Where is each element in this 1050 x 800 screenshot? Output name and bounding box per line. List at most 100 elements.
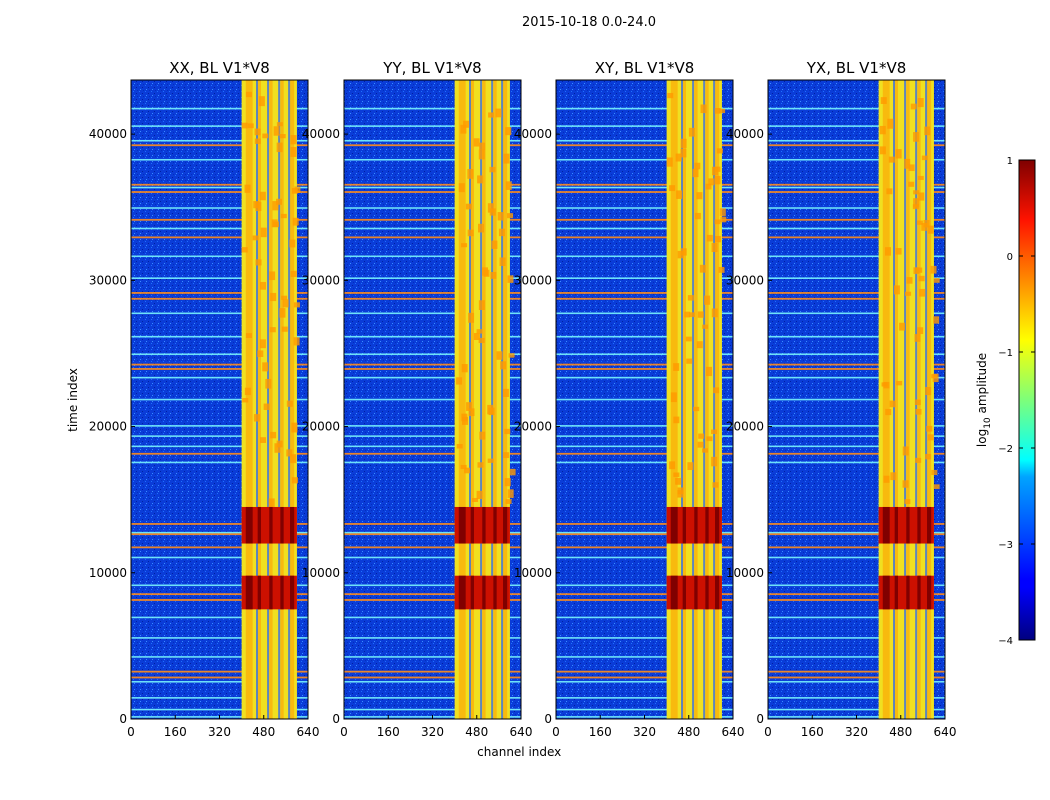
rfi-stripe [556,452,733,455]
rfi-stripe [131,670,308,673]
band-blob [895,248,902,255]
band-column [257,80,261,719]
colorbar-frame [1018,159,1036,641]
band-blob [714,175,721,185]
x-tick-label: 0 [340,725,348,739]
band-blob [879,146,886,155]
rfi-stripe [131,207,308,209]
bright-column [503,575,508,610]
band-blob [692,168,699,178]
rfi-stripe [344,183,521,186]
panel-1: XX, BL V1*V8 0 160 320 480 640 0 10000 20000 3000… [66,59,319,739]
band-blob [708,178,715,186]
bright-column [470,506,474,544]
bright-column [458,506,466,544]
rfi-stripe [768,523,945,525]
band-blob [507,275,514,283]
band-blob [265,378,272,389]
rfi-stripe [344,335,521,338]
colorbar-tick-label: 0 [1007,252,1013,263]
rfi-stripe [768,376,945,379]
band-blob [509,468,516,476]
band-blob [702,448,709,453]
band-blob [720,216,727,223]
rfi-stripe [768,445,945,448]
rfi-stripe [556,376,733,379]
band-blob [276,142,283,153]
y-tick-label: 30000 [89,273,127,287]
rfi-stripe [131,533,308,536]
y-tick-label: 0 [544,712,552,726]
rfi-stripe [556,292,733,294]
bright-column [715,575,720,610]
band-blob [919,288,926,297]
panel-4: YX, BL V1*V8 0 160 320 480 640 0 10000 20000 3000… [726,59,957,739]
band-column [280,80,284,719]
band-blob [711,242,718,253]
band-blob [270,431,277,439]
heatmap-panels: XX, BL V1*V8 0 160 320 480 640 0 10000 20000 3000… [66,59,956,759]
x-tick-label: 640 [297,725,320,739]
band-blob [893,285,900,295]
band-blob [915,408,922,415]
band-blob [463,120,470,128]
band-blob [917,98,924,108]
band-column [894,80,898,719]
y-tick-label: 20000 [89,420,127,434]
band-column [290,80,295,719]
rfi-stripe [131,255,308,258]
rfi-stripe [556,218,733,221]
band-blob [497,212,504,221]
band-blob [465,203,472,210]
band-blob [258,96,265,107]
band-blob [933,278,940,283]
bright-column [269,575,273,610]
rfi-stripe [556,363,733,366]
rfi-stripe [768,584,945,587]
band-blob [908,181,915,187]
band-blob [883,475,890,483]
x-tick-label: 480 [677,725,700,739]
rfi-stripe [344,353,521,356]
band-blob [706,234,713,242]
band-blob [499,257,506,266]
band-blob [714,166,721,172]
panel-3: XY, BL V1*V8 0 160 320 480 640 0 10000 20000 3000… [514,59,745,739]
band-blob [908,164,915,172]
colorbar-tick-label: −2 [998,444,1013,455]
band-blob [706,436,713,442]
colorbar-tick-label: −3 [998,540,1013,551]
rfi-stripe [344,376,521,379]
band-gap [480,80,483,719]
band-blob [687,462,694,471]
band-blob [712,482,719,488]
rfi-stripe [131,425,308,427]
rfi-stripe [131,461,308,464]
x-tick-label: 320 [845,725,868,739]
bright-column [245,575,253,610]
band-blob [495,108,502,118]
rfi-stripe [768,353,945,356]
band-blob [478,223,485,233]
rfi-stripe [556,593,733,596]
bright-column [493,575,497,610]
rfi-stripe [556,144,733,147]
bright-column [458,575,466,610]
rfi-stripe [131,144,308,147]
colorbar-tick-label: −1 [998,348,1013,359]
band-blob [902,480,909,488]
rfi-stripe [344,533,521,536]
band-gap [469,80,472,719]
band-column [503,80,508,719]
bright-column [280,506,284,544]
band-blob [697,311,704,318]
band-blob [257,350,264,357]
rfi-stripe [131,139,308,142]
bright-column [882,506,890,544]
rfi-stripe [556,335,733,338]
band-blob [478,149,485,160]
band-blob [280,213,287,219]
band-blob [487,458,494,463]
y-tick-label: 20000 [514,420,552,434]
band-blob [276,198,283,205]
